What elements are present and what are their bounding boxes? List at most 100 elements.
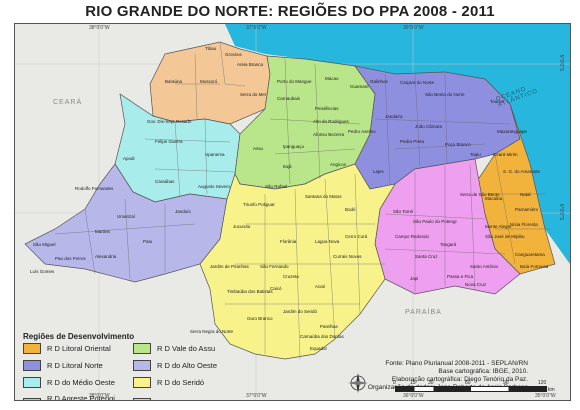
place-label: Galinhos [370,79,388,84]
legend-swatch [133,343,151,354]
place-label: São Tomé [393,209,414,214]
place-label: São Bento do Norte [425,92,465,97]
coord-label: 38°0'0"W [89,393,110,399]
place-label: Jandaíra [385,114,403,119]
legend: Regiões de Desenvolvimento R D Litoral O… [23,332,243,401]
place-label: Ceará Mirim [493,152,518,157]
coord-label: 37°0'0"W [246,25,267,31]
coord-label: 5°0'0"S [14,54,17,72]
map-frame: OCEANO ATLÂNTICO CEARÁ PARAÍBA Tibau Gro… [14,23,571,401]
place-label: Monte Alegre [485,224,512,229]
legend-label: R D Agreste Potengi Trairi [47,394,115,401]
place-label: Caraúbas [155,179,175,184]
coord-label: 6°0'0"S [558,203,565,221]
legend-item-litoral-oriental[interactable]: R D Litoral Oriental [23,343,133,354]
legend-label: R D do Seridó [157,378,205,387]
place-label: Luís Gomes [30,269,55,274]
place-label: Alto do Rodrigues [313,119,349,124]
legend-item-vale-assu[interactable]: R D Vale do Assu [133,343,243,354]
place-label: Baía Formosa [520,264,549,269]
place-label: Jucurutu [233,224,251,229]
coord-label: 37°0'0"W [246,393,267,399]
legend-label: R D Vale do Assu [157,344,216,353]
place-label: Grossos [225,52,242,57]
place-label: São José de Mipibu [485,234,525,239]
place-label: Macaíba [485,196,503,201]
place-label: Santana do Matos [305,194,342,199]
legend-item-agreste[interactable]: R D Agreste Potengi Trairi [23,394,133,401]
place-label: Serra Negra do Norte [190,329,234,334]
place-label: Patu [143,239,153,244]
scale-unit: km [548,387,555,393]
scale-label: 90 [503,380,509,386]
legend-item-litoral-norte[interactable]: R D Litoral Norte [23,360,133,371]
place-label: Nova Cruz [465,282,487,287]
place-label: Serra de São Bento [460,192,500,197]
place-label: Timbaúba dos Batistas [227,289,273,294]
place-label: Tibau [205,46,217,51]
place-label: Angicos [330,162,347,167]
scale-label: 30 [428,380,434,386]
coord-label: 36°0'0"W [403,25,424,31]
place-label: Santa Cruz [415,254,438,259]
place-label: São Rafael [265,184,288,189]
place-label: Cruzeta [283,274,299,279]
place-label: Canguaretama [515,252,545,257]
place-label: Acari [315,284,326,289]
place-label: Pau dos Ferros [55,256,86,261]
place-label: Pedra Preta [400,139,425,144]
legend-label: R D Mossoroense [157,399,217,401]
legend-label: R D do Médio Oeste [47,378,115,387]
region-mossoroense[interactable] [149,41,271,125]
place-label: Janduís [175,209,191,214]
place-label: Augusto Severo [198,184,231,189]
scale-label: 15 [410,380,416,386]
place-label: Triunfo Potiguar [243,202,275,207]
legend-item-alto-oeste[interactable]: R D do Alto Oeste [133,360,243,371]
place-label: Maxaranguape [497,129,528,134]
place-label: Caicó [270,286,282,291]
place-label: Equador [310,346,328,351]
coord-label: 6°0'0"S [14,203,17,221]
place-label: Caiçara do Norte [400,80,435,85]
place-label: São Miguel [33,242,56,247]
place-label: Umarizal [117,214,135,219]
legend-item-medio-oeste[interactable]: R D do Médio Oeste [23,377,133,388]
place-label: Martins [95,229,110,234]
legend-swatch [23,397,41,400]
place-label: Santo Antônio [470,264,499,269]
legend-swatch [23,377,41,388]
place-label: Afonso Bezerra [313,132,345,137]
region-serido[interactable] [199,163,396,360]
legend-title: Regiões de Desenvolvimento [23,332,135,341]
state-label-paraiba: PARAÍBA [405,309,442,316]
legend-item-serido[interactable]: R D do Seridó [133,377,243,388]
place-label: Bodó [345,207,356,212]
place-label: Parnamirim [515,207,539,212]
place-label: Apodi [123,156,135,161]
place-label: Currais Novos [333,254,362,259]
place-label: Pendências [315,106,339,111]
place-label: Serra do Mel [240,92,266,97]
place-label: São Fernando [260,264,289,269]
region-alto-oeste[interactable] [24,163,228,283]
place-label: Porto do Mangue [277,79,312,84]
legend-item-mossoroense[interactable]: R D Mossoroense [133,394,243,401]
compass-icon [348,373,368,393]
place-label: Assu [253,146,264,151]
scale-bar [395,386,547,392]
place-label: Pedro Avelino [348,129,376,134]
place-label: Natal [520,192,531,197]
place-label: Alexandria [95,254,117,259]
scale-label: 120 [538,380,547,386]
place-label: Macau [325,76,339,81]
legend-swatch [133,397,151,400]
coord-label: 36°0'0"W [403,393,424,399]
scale-label: 0 [393,380,396,386]
legend-label: R D Litoral Oriental [47,344,111,353]
place-label: S. G. do Amarante [503,169,541,174]
credit-line: Elaboração cartográfica: Diego Tenório d… [391,376,528,383]
place-label: Rodolfo Fernandes [75,186,114,191]
place-label: Florânia [280,239,297,244]
legend-swatch [133,377,151,388]
